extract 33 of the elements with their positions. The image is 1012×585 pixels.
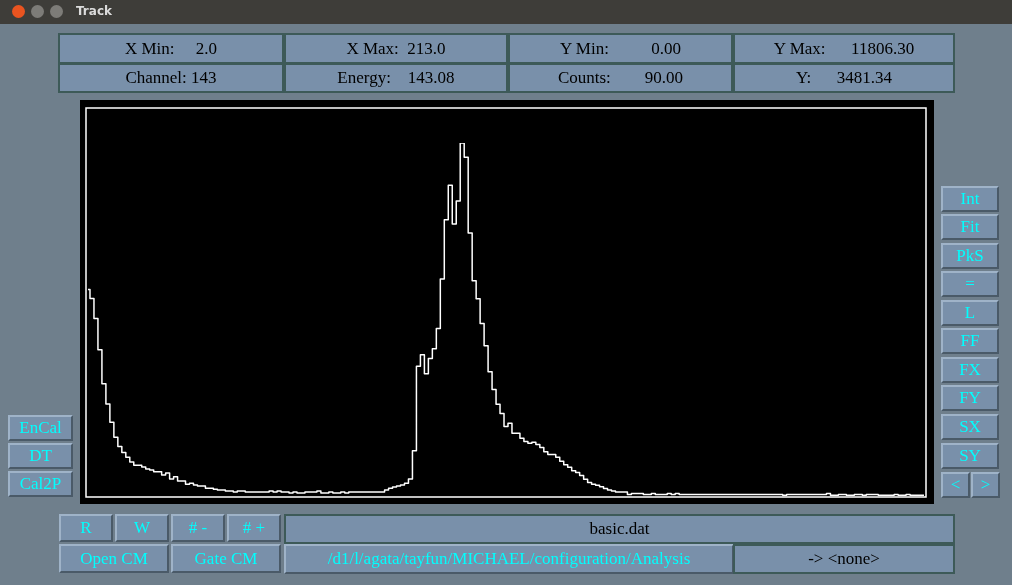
text: Fit bbox=[941, 214, 999, 240]
text: basic.dat bbox=[284, 514, 955, 544]
text: Y Min: 0.00 bbox=[508, 33, 733, 64]
text: -> <none> bbox=[733, 544, 955, 574]
text: PkS bbox=[941, 243, 999, 269]
text: X Max: 213.0 bbox=[284, 33, 508, 64]
text: Y Max: 11806.30 bbox=[733, 33, 955, 64]
text: DT bbox=[8, 443, 73, 469]
text: Y: 3481.34 bbox=[733, 63, 955, 93]
text: Energy: 143.08 bbox=[284, 63, 508, 93]
text: EnCal bbox=[8, 415, 73, 441]
text: = bbox=[941, 271, 999, 297]
chart-title: Track bbox=[76, 4, 112, 18]
text: Cal2P bbox=[8, 471, 73, 497]
text: SY bbox=[941, 443, 999, 469]
text: SX bbox=[941, 414, 999, 440]
text: Counts: 90.00 bbox=[508, 63, 733, 93]
text: /d1/l/agata/tayfun/MICHAEL/configuration/Analysis bbox=[284, 544, 734, 574]
text: # - bbox=[171, 514, 225, 542]
text: X Min: 2.0 bbox=[58, 33, 284, 64]
text: # + bbox=[227, 514, 281, 542]
text: FY bbox=[941, 385, 999, 411]
text: Open CM bbox=[59, 544, 169, 573]
text: > bbox=[971, 472, 1000, 498]
text: Int bbox=[941, 186, 999, 212]
text: < bbox=[941, 472, 970, 498]
text: FF bbox=[941, 328, 999, 354]
text: W bbox=[115, 514, 169, 542]
text: R bbox=[59, 514, 113, 542]
text: Gate CM bbox=[171, 544, 281, 573]
text: Channel: 143 bbox=[58, 63, 284, 93]
text: L bbox=[941, 300, 999, 326]
text: FX bbox=[941, 357, 999, 383]
